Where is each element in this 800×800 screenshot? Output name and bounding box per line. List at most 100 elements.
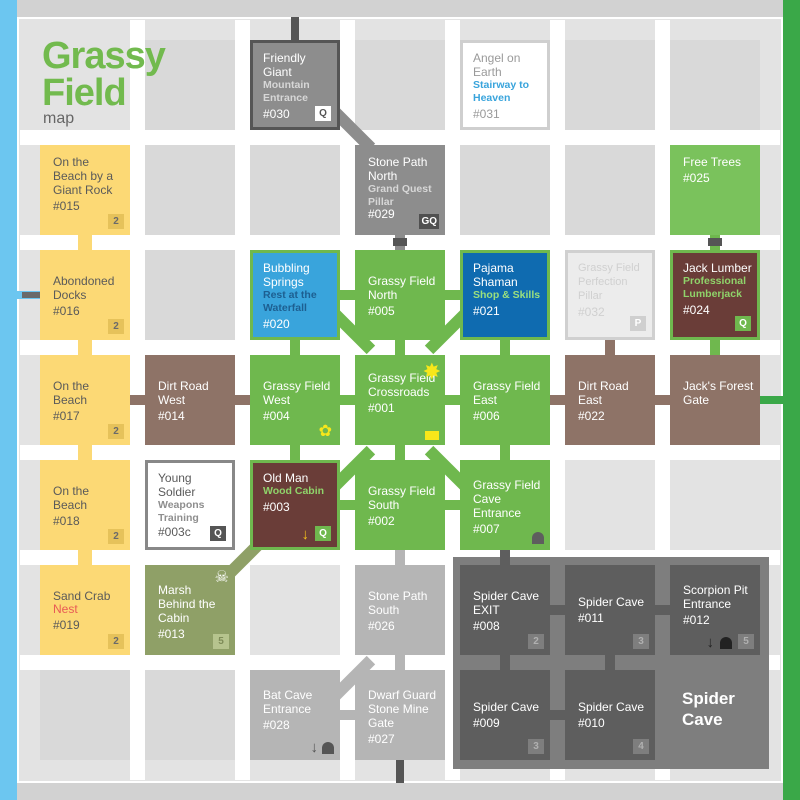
tile-019[interactable]: Sand Crab Nest #019 2 (40, 565, 130, 655)
path-connector (548, 710, 567, 720)
tile-id: #028 (263, 718, 290, 732)
tile-subtitle: Professional Lumberjack (683, 275, 747, 300)
tile-015[interactable]: On the Beach by a Giant Rock #015 2 (40, 145, 130, 235)
path-connector (78, 230, 92, 255)
tile-032[interactable]: Grassy Field Perfection Pillar #032 P (565, 250, 655, 340)
empty-cell (565, 145, 655, 235)
tile-029[interactable]: Stone Path North Grand Quest Pillar #029… (355, 145, 445, 235)
tile-name: Grassy Field Perfection Pillar (578, 262, 640, 302)
tile-022[interactable]: Dirt Road East #022 (565, 355, 655, 445)
path-connector (130, 395, 150, 405)
path-connector (395, 545, 405, 570)
tile-id: #018 (53, 514, 80, 528)
tile-name: Pajama Shaman (473, 261, 518, 289)
path-connector (78, 335, 92, 360)
grid-line (20, 130, 780, 145)
tile-id: #021 (473, 304, 500, 318)
tile-021[interactable]: Pajama Shaman Shop & Skills #021 (460, 250, 550, 340)
arrow-down-icon: ↓ (301, 526, 310, 543)
tile-018[interactable]: On the Beach #018 2 (40, 460, 130, 550)
path-connector (338, 710, 357, 720)
tile-id: #030 (263, 107, 290, 121)
empty-cell (460, 145, 550, 235)
empty-cell (145, 145, 235, 235)
tile-010[interactable]: Spider Cave #010 4 (565, 670, 655, 760)
tile-name: Free Trees (683, 155, 742, 169)
tile-id: #003c (158, 525, 191, 539)
tile-name: Angel on Earth (473, 51, 521, 79)
path-connector (338, 500, 357, 510)
level-badge: 2 (108, 424, 124, 439)
tile-013[interactable]: Marsh Behind the Cabin #013 ☠ 5 (145, 565, 235, 655)
top-border (17, 0, 783, 17)
tile-004[interactable]: Grassy Field West #004 ✿ (250, 355, 340, 445)
level-badge: 4 (633, 739, 649, 754)
path-connector (500, 650, 510, 675)
tile-024[interactable]: Jack Lumber Professional Lumberjack #024… (670, 250, 760, 340)
tile-003c[interactable]: Young Soldier Weapons Training #003c Q (145, 460, 235, 550)
tile-008[interactable]: Spider Cave EXIT #008 2 (460, 565, 550, 655)
tile-id: #020 (263, 317, 290, 331)
path-connector (653, 605, 672, 615)
tile-009[interactable]: Spider Cave #009 3 (460, 670, 550, 760)
path-connector (500, 443, 510, 462)
level-badge: 2 (108, 634, 124, 649)
tile-030[interactable]: Friendly Giant Mountain Entrance #030 Q (250, 40, 340, 130)
tile-name: Dirt Road West (158, 379, 209, 407)
level-badge: 2 (108, 529, 124, 544)
level-badge: 2 (108, 214, 124, 229)
tile-name: Dirt Road East (578, 379, 629, 407)
tile-name: Grassy Field Crossroads (368, 371, 436, 399)
tile-016[interactable]: Abondoned Docks #016 2 (40, 250, 130, 340)
tile-026[interactable]: Stone Path South #026 (355, 565, 445, 655)
tile-027[interactable]: Dwarf Guard Stone Mine Gate #027 (355, 670, 445, 760)
path-connector (22, 292, 40, 298)
tile-028[interactable]: Bat Cave Entrance #028 ↓ (250, 670, 340, 760)
tile-id: #001 (368, 401, 395, 415)
right-exit-strip (783, 0, 800, 800)
skull-icon: ☠ (214, 569, 229, 586)
level-badge: 2 (528, 634, 544, 649)
tile-name: Bat Cave Entrance (263, 688, 313, 716)
path-connector (605, 338, 615, 357)
tile-id: #031 (473, 107, 500, 121)
map-title: Grassy Field (42, 35, 166, 114)
tile-011[interactable]: Spider Cave #011 3 (565, 565, 655, 655)
tile-subtitle: Rest at the Waterfall (263, 289, 317, 314)
tile-031[interactable]: Angel on Earth Stairway to Heaven #031 (460, 40, 550, 130)
flower-icon: ✿ (318, 423, 332, 440)
tile-023[interactable]: Jack's Forest Gate (670, 355, 760, 445)
tile-012[interactable]: Scorpion Pit Entrance #012 ↓ 5 (670, 565, 760, 655)
tile-name: Spider Cave (473, 700, 540, 714)
arrow-down-icon: ↓ (310, 739, 319, 756)
tile-name: Spider Cave (578, 700, 645, 714)
empty-cell (145, 250, 235, 340)
path-connector (443, 290, 462, 300)
tile-id: #011 (578, 611, 604, 625)
path-connector (708, 238, 722, 246)
tile-003[interactable]: Old Man Wood Cabin #003 ↓ Q (250, 460, 340, 550)
tile-name: Scorpion Pit Entrance (683, 583, 748, 611)
tile-id: #017 (53, 409, 80, 423)
tile-005[interactable]: Grassy Field North #005 (355, 250, 445, 340)
tile-name: Bubbling Springs (263, 261, 310, 289)
tile-subtitle: Nest (53, 602, 78, 616)
path-connector (548, 605, 567, 615)
tile-002[interactable]: Grassy Field South #002 (355, 460, 445, 550)
tile-020[interactable]: Bubbling Springs Rest at the Waterfall #… (250, 250, 340, 340)
tile-014[interactable]: Dirt Road West #014 (145, 355, 235, 445)
path-connector (395, 443, 405, 462)
tile-007[interactable]: Grassy Field Cave Entrance #007 (460, 460, 550, 550)
tile-subtitle: Grand Quest Pillar (368, 183, 432, 208)
tile-006[interactable]: Grassy Field East #006 (460, 355, 550, 445)
tile-id: #022 (578, 409, 605, 423)
tile-001[interactable]: Grassy Field Crossroads #001 ✸ (355, 355, 445, 445)
path-connector (443, 395, 462, 405)
tile-017[interactable]: On the Beach #017 2 (40, 355, 130, 445)
cave-icon (720, 637, 732, 649)
level-badge: 2 (108, 319, 124, 334)
tile-id: #014 (158, 409, 185, 423)
tile-name: Stone Path South (368, 589, 428, 617)
tile-id: #016 (53, 304, 80, 318)
tile-025[interactable]: Free Trees #025 (670, 145, 760, 235)
